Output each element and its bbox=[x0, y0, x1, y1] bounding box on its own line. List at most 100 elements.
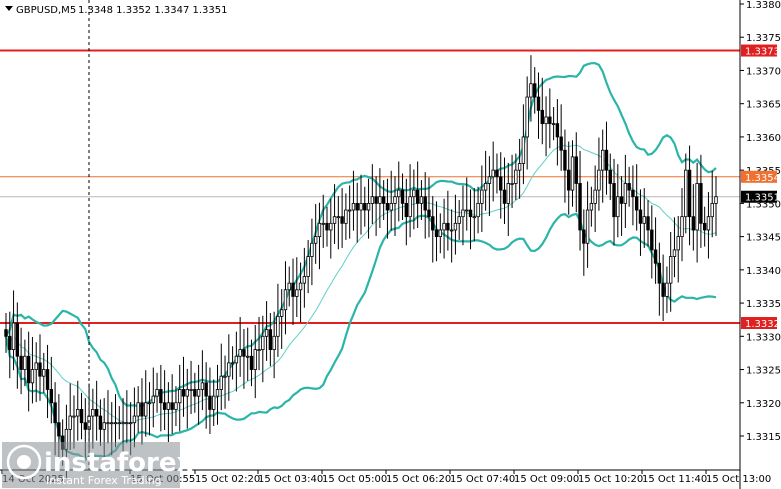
bear-candle bbox=[619, 196, 624, 204]
bear-candle bbox=[404, 202, 409, 218]
bear-candle bbox=[638, 209, 643, 224]
bear-candle bbox=[631, 189, 635, 198]
bull-candle bbox=[189, 389, 193, 391]
bull-candle bbox=[551, 123, 556, 126]
bear-candle bbox=[540, 109, 544, 125]
bear-candle bbox=[53, 402, 57, 424]
logo-globe-icon bbox=[6, 444, 42, 480]
bull-candle bbox=[453, 222, 458, 231]
bear-candle bbox=[423, 196, 427, 211]
bear-candle bbox=[650, 229, 654, 251]
bull-candle bbox=[378, 196, 382, 204]
bear-candle bbox=[208, 395, 212, 410]
bear-candle bbox=[400, 189, 405, 204]
bear-candle bbox=[699, 183, 703, 224]
bull-candle bbox=[317, 222, 322, 238]
bull-candle bbox=[521, 136, 526, 164]
candles bbox=[4, 55, 718, 478]
bull-candle bbox=[117, 422, 121, 425]
bear-candle bbox=[559, 136, 563, 151]
bear-candle bbox=[687, 169, 692, 218]
bull-candle bbox=[359, 202, 363, 211]
bull-candle bbox=[91, 409, 95, 417]
bear-candle bbox=[193, 389, 197, 397]
bull-candle bbox=[302, 276, 307, 284]
bear-candle bbox=[574, 156, 578, 184]
bear-candle bbox=[555, 123, 560, 138]
y-tick-label: 1.3370 bbox=[746, 66, 781, 77]
bear-candle bbox=[340, 216, 344, 224]
bull-candle bbox=[136, 402, 140, 417]
bull-candle bbox=[321, 222, 325, 225]
bull-candle bbox=[42, 369, 46, 377]
lower-band-line bbox=[4, 212, 717, 462]
bear-candle bbox=[627, 183, 631, 191]
bull-candle bbox=[393, 196, 397, 204]
bear-candle bbox=[94, 409, 99, 417]
bull-candle bbox=[166, 402, 171, 410]
bull-candle bbox=[253, 349, 257, 370]
bear-candle bbox=[434, 229, 439, 238]
bull-candle bbox=[257, 349, 261, 352]
bull-candle bbox=[585, 209, 590, 244]
bull-candle bbox=[480, 189, 484, 204]
bull-candle bbox=[276, 315, 280, 337]
bull-candle bbox=[76, 409, 80, 417]
bear-candle bbox=[415, 189, 420, 204]
collapse-arrow-icon[interactable] bbox=[5, 6, 13, 11]
bull-candle bbox=[412, 189, 416, 198]
logo-backdrop bbox=[2, 442, 180, 488]
bear-candle bbox=[653, 249, 658, 264]
bear-candle bbox=[661, 282, 665, 297]
bull-candle bbox=[589, 202, 594, 211]
bull-candle bbox=[34, 362, 38, 370]
level-price-tag bbox=[741, 317, 777, 330]
logo-tagline: Instant Forex Trading bbox=[46, 474, 162, 487]
current-price-tag-label: 1.3351 bbox=[745, 193, 780, 204]
bear-candle bbox=[634, 196, 639, 211]
bear-candle bbox=[170, 402, 174, 410]
symbol-label: GBPUSD,M5 bbox=[16, 5, 76, 16]
bear-candle bbox=[567, 169, 571, 191]
bull-candle bbox=[472, 216, 476, 219]
bull-candle bbox=[616, 196, 620, 218]
bear-candle bbox=[468, 209, 473, 218]
bull-candle bbox=[680, 216, 684, 238]
bear-candle bbox=[98, 415, 103, 430]
bear-candle bbox=[204, 382, 208, 397]
y-tick-label: 1.3350 bbox=[746, 199, 781, 210]
bear-candle bbox=[381, 196, 386, 204]
bull-candle bbox=[223, 375, 227, 378]
y-tick-label: 1.3375 bbox=[746, 33, 781, 44]
bull-candle bbox=[476, 202, 480, 218]
bull-candle bbox=[514, 169, 518, 184]
bull-candle bbox=[419, 196, 424, 204]
bull-candle bbox=[487, 176, 492, 184]
bull-candle bbox=[366, 202, 371, 211]
bull-candle bbox=[178, 389, 182, 404]
bear-candle bbox=[45, 369, 50, 390]
bull-candle bbox=[676, 236, 680, 251]
bull-candle bbox=[370, 196, 375, 204]
bear-candle bbox=[325, 222, 329, 231]
bull-candle bbox=[438, 229, 443, 238]
bull-candle bbox=[397, 189, 401, 198]
bear-candle bbox=[608, 169, 612, 184]
bull-candle bbox=[295, 289, 299, 297]
y-tick-label: 1.3335 bbox=[746, 299, 781, 310]
bull-candle bbox=[465, 209, 469, 212]
x-tick-label: 15 Oct 13:00 bbox=[706, 474, 771, 485]
bull-candle bbox=[457, 216, 461, 224]
bull-candle bbox=[483, 183, 488, 191]
bull-candle bbox=[684, 169, 688, 218]
x-tick-label: 15 Oct 02:20 bbox=[195, 474, 260, 485]
y-tick-label: 1.3325 bbox=[746, 366, 781, 377]
bull-candle bbox=[461, 209, 465, 218]
bear-candle bbox=[83, 422, 88, 430]
y-tick-label: 1.3320 bbox=[746, 399, 781, 410]
bear-candle bbox=[181, 389, 186, 397]
y-tick-label: 1.3365 bbox=[746, 100, 781, 111]
bull-candle bbox=[389, 202, 393, 211]
bear-candle bbox=[578, 183, 582, 231]
